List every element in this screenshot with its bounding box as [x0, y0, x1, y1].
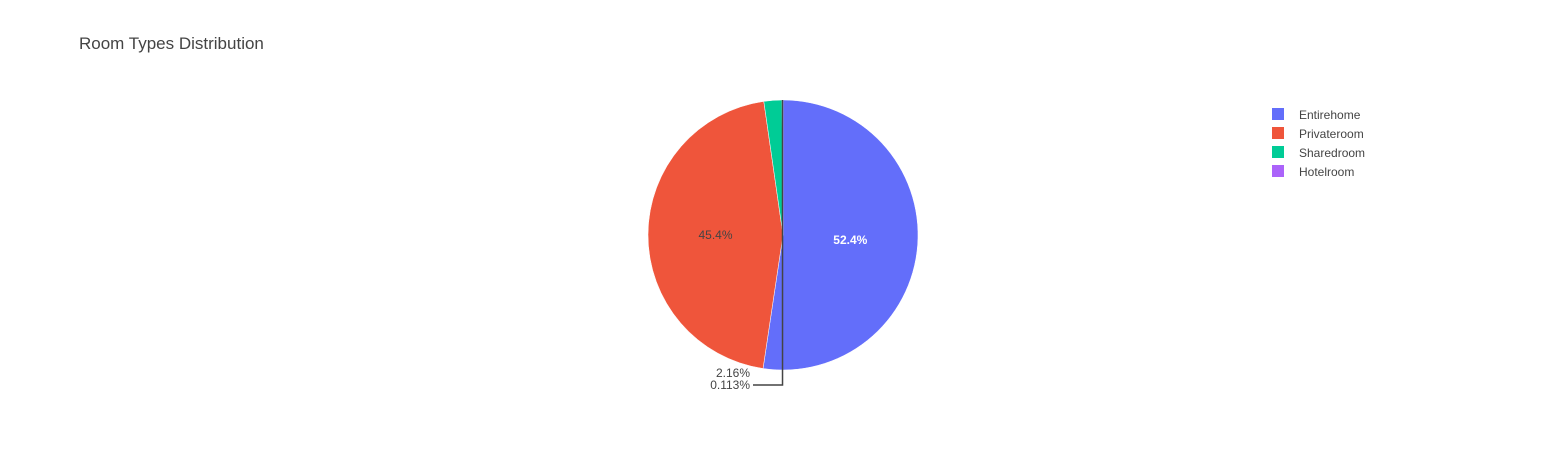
legend: Entirehome Privateroom Sharedroom Hotelroom [1272, 108, 1365, 179]
legend-item-hotelroom[interactable]: Hotelroom [1272, 165, 1354, 179]
legend-item-entirehome[interactable]: Entirehome [1272, 108, 1361, 122]
legend-swatch [1272, 108, 1284, 120]
pie-label-hotelroom: 0.113% [710, 378, 750, 392]
pie-label-privateroom: 45.4% [698, 228, 732, 242]
legend-label: Entirehome [1299, 108, 1361, 122]
legend-swatch [1272, 165, 1284, 177]
chart-title: Room Types Distribution [79, 34, 264, 53]
pie-leader-line [753, 100, 784, 386]
pie-label-sharedroom: 2.16% [716, 366, 750, 380]
legend-item-sharedroom[interactable]: Sharedroom [1272, 146, 1365, 160]
legend-label: Privateroom [1299, 127, 1364, 141]
legend-item-privateroom[interactable]: Privateroom [1272, 127, 1364, 141]
pie-slice-entirehome[interactable] [762, 99, 919, 371]
pie-slices [647, 99, 919, 371]
pie-labels: 52.4% 45.4% 2.16%0.113% [698, 100, 868, 392]
legend-swatch [1272, 127, 1284, 139]
legend-label: Sharedroom [1299, 146, 1365, 160]
legend-swatch [1272, 146, 1284, 158]
pie-label-entirehome: 52.4% [833, 233, 867, 247]
pie-slice-privateroom[interactable] [647, 101, 784, 369]
legend-label: Hotelroom [1299, 165, 1354, 179]
